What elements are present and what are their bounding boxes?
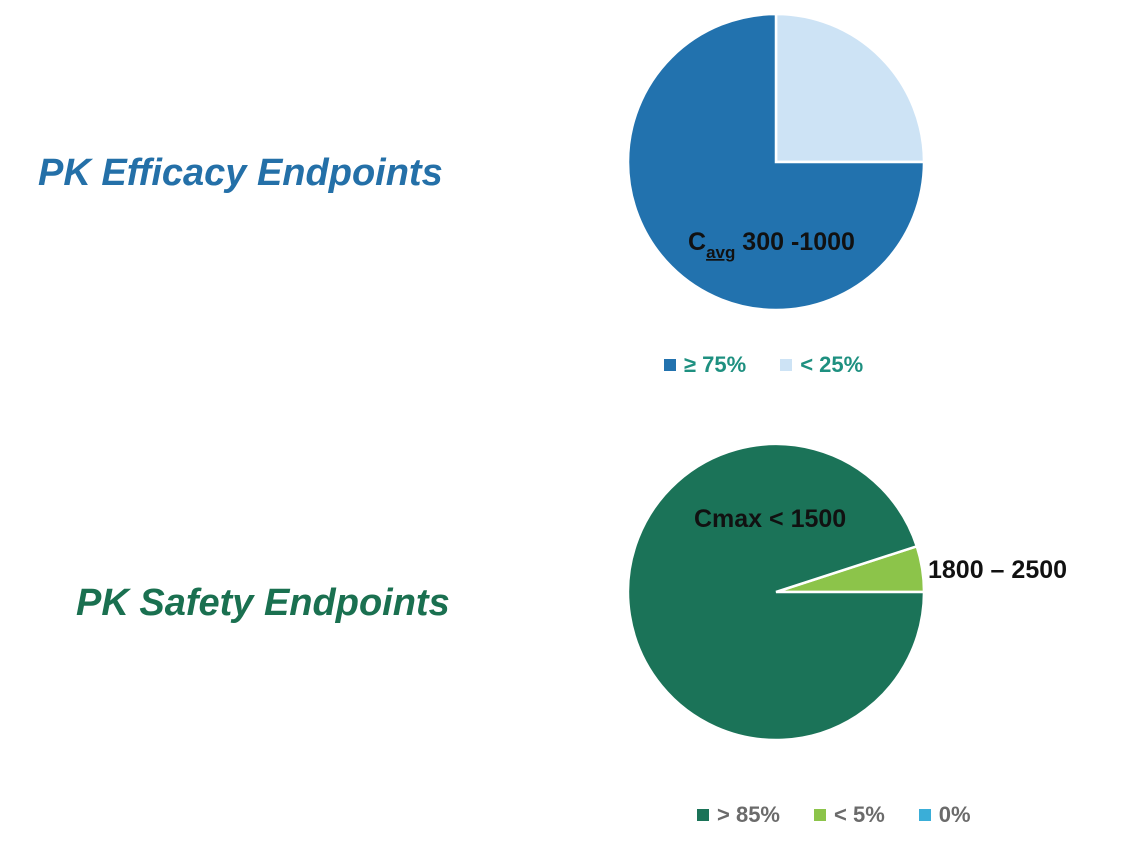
safety-slice-label-cmax: Cmax < 1500 [694,505,846,533]
efficacy-slice-0 [774,12,926,164]
legend-label: 0% [938,802,971,827]
legend-label: > 85% [717,802,780,827]
legend-label: < 5% [834,802,885,827]
legend-swatch [918,809,931,821]
legend-swatch [664,359,676,371]
legend-item: < 5% [814,802,885,828]
legend-item: 0% [918,802,971,828]
legend-item: ≥ 75% [664,352,746,378]
safety-legend: > 85% < 5% 0% [697,802,971,828]
efficacy-slice-label-cavg: Cavg 300 -1000 [688,228,855,262]
efficacy-legend: ≥ 75% < 25% [664,352,863,378]
cavg-subscript: avg [706,243,735,262]
cavg-range: 300 -1000 [735,228,855,256]
legend-swatch [697,809,709,821]
legend-label: ≥ 75% [684,352,747,377]
efficacy-heading: PK Efficacy Endpoints [38,152,443,194]
legend-swatch [814,809,826,821]
legend-item: < 25% [780,352,863,378]
legend-item: > 85% [697,802,780,828]
safety-slice-2 [626,442,926,742]
legend-swatch [780,359,793,371]
safety-slice-label-range: 1800 – 2500 [928,556,1067,584]
cavg-main: C [688,228,706,256]
efficacy-slice-1 [626,12,926,312]
legend-label: < 25% [800,352,864,377]
safety-heading: PK Safety Endpoints [76,582,450,624]
